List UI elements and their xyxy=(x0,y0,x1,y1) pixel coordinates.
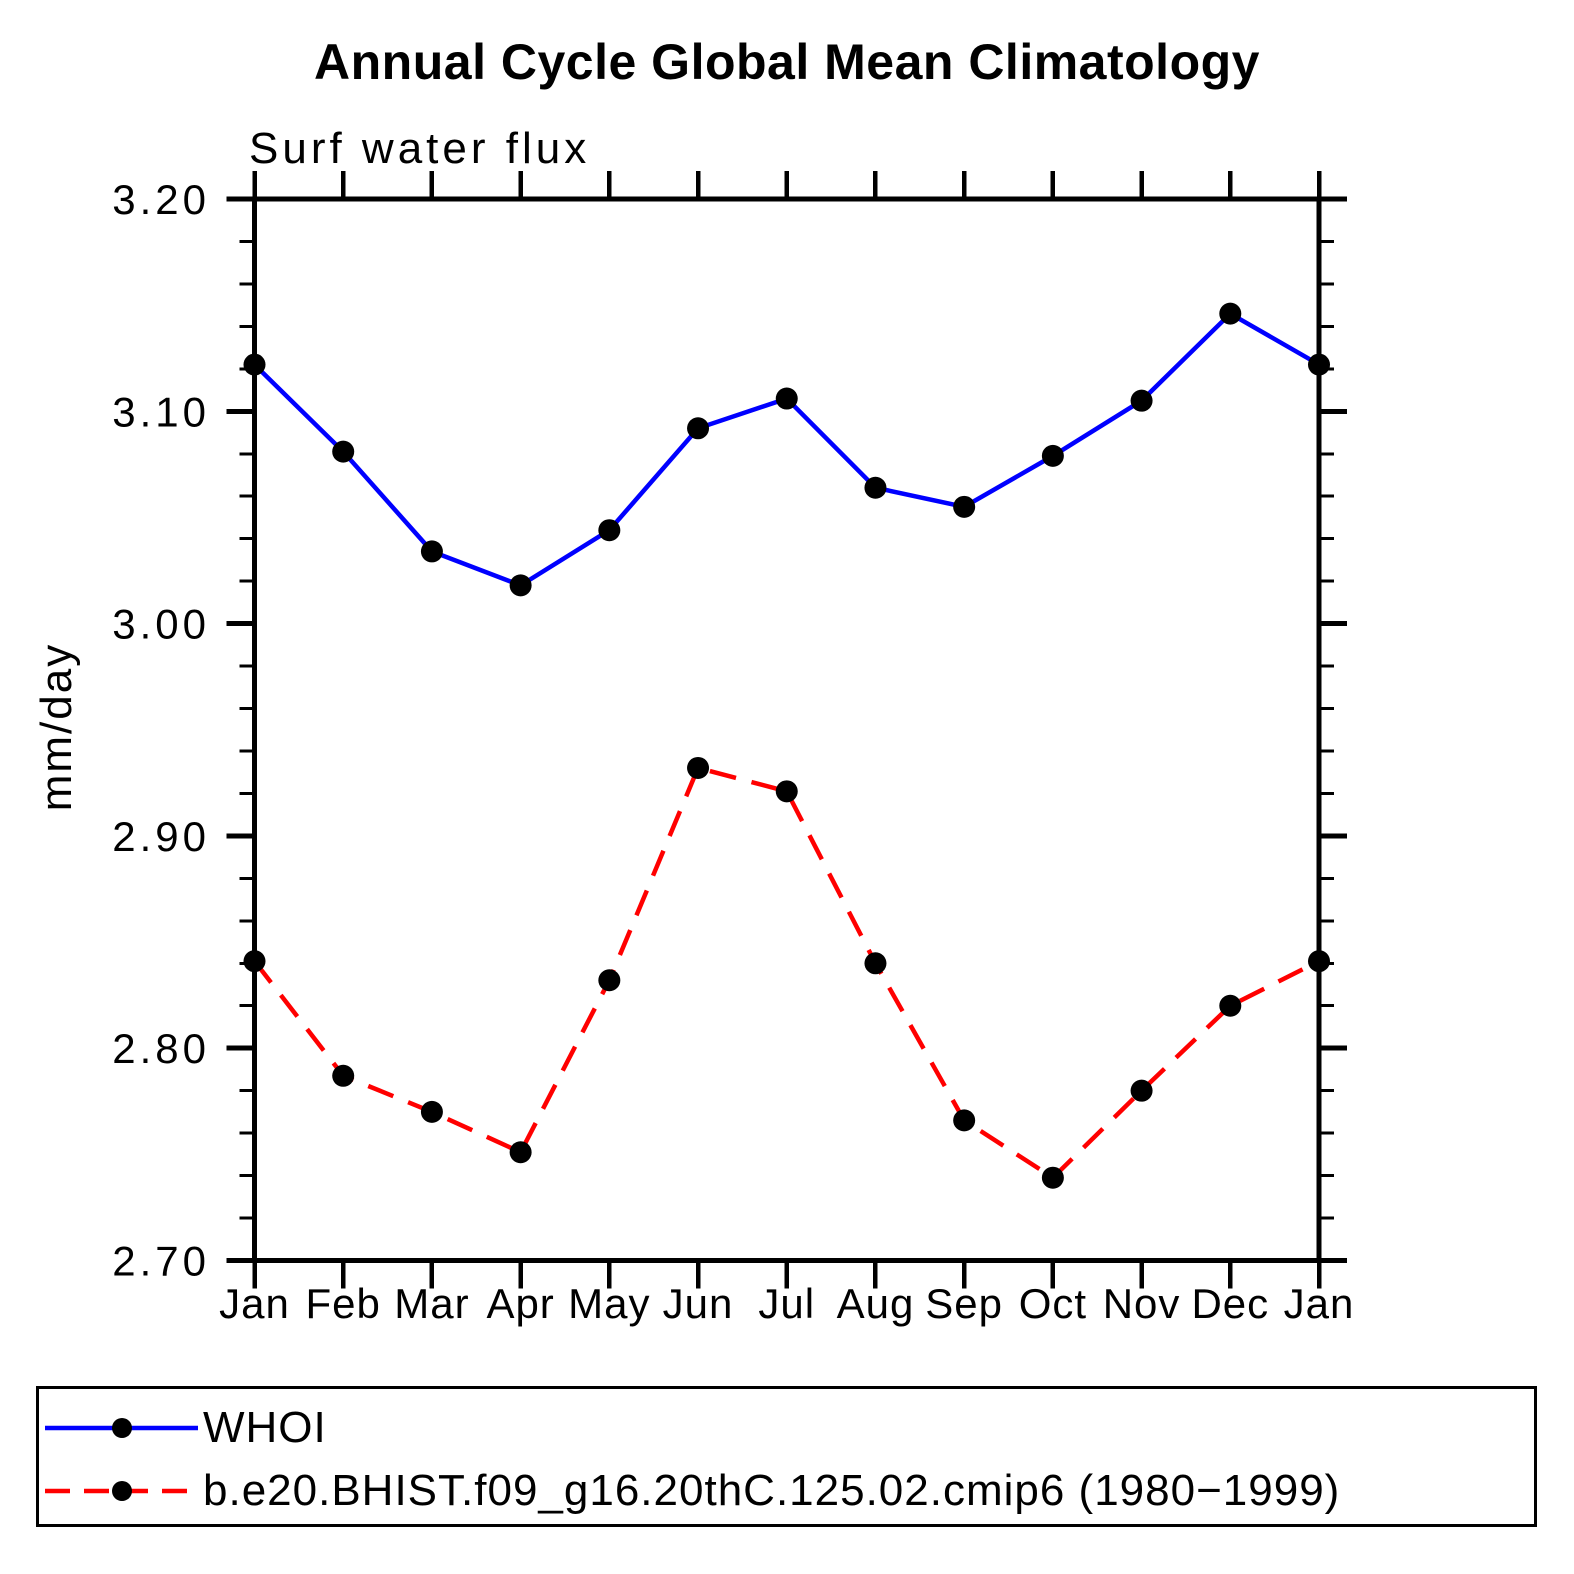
legend-marker xyxy=(112,1418,132,1438)
x-tick-label: Dec xyxy=(1191,1280,1269,1327)
data-point-marker xyxy=(687,756,710,779)
y-tick-label: 3.00 xyxy=(112,601,210,648)
x-tick-label: Jul xyxy=(758,1280,815,1327)
x-tick-label: Mar xyxy=(394,1280,469,1327)
y-tick-label: 2.70 xyxy=(112,1238,210,1285)
x-tick-label: Apr xyxy=(486,1280,554,1327)
data-point-marker xyxy=(420,1100,443,1123)
x-tick-label: Feb xyxy=(306,1280,381,1327)
data-point-marker xyxy=(687,417,710,440)
series-line-1 xyxy=(252,765,1321,1181)
y-tick-label: 3.20 xyxy=(112,176,210,223)
x-tick-label: Oct xyxy=(1019,1280,1087,1327)
data-point-marker xyxy=(864,476,887,499)
legend-item-1: b.e20.BHIST.f09_g16.20thC.125.02.cmip6 (… xyxy=(44,1463,1340,1519)
y-tick-label: 2.80 xyxy=(112,1025,210,1072)
data-point-marker xyxy=(509,1141,532,1164)
data-point-marker xyxy=(1219,994,1242,1017)
x-tick-label: Sep xyxy=(925,1280,1003,1327)
legend-marker xyxy=(112,1481,132,1501)
y-tick-label: 2.90 xyxy=(112,813,210,860)
data-point-marker xyxy=(953,495,976,518)
data-point-marker xyxy=(420,540,443,563)
data-point-marker xyxy=(509,574,532,597)
x-tick-label: Aug xyxy=(837,1280,915,1327)
legend-label: b.e20.BHIST.f09_g16.20thC.125.02.cmip6 (… xyxy=(203,1466,1341,1515)
legend-swatch xyxy=(45,1481,198,1501)
data-point-marker xyxy=(1130,1079,1153,1102)
data-point-marker xyxy=(1219,302,1242,325)
data-point-marker xyxy=(243,353,266,376)
x-tick-label: Nov xyxy=(1103,1280,1181,1327)
series-line-0 xyxy=(252,310,1321,588)
data-point-marker xyxy=(598,969,621,992)
x-tick-label: Jan xyxy=(219,1280,290,1327)
data-point-marker xyxy=(332,1064,355,1087)
data-point-marker xyxy=(1041,444,1064,467)
y-tick-label: 3.10 xyxy=(112,388,210,435)
plot-frame xyxy=(252,196,1322,1263)
data-point-marker xyxy=(775,780,798,803)
data-point-marker xyxy=(775,387,798,410)
legend-swatch xyxy=(45,1418,198,1438)
x-tick-label: May xyxy=(568,1280,650,1327)
x-tick-label: Jan xyxy=(1284,1280,1355,1327)
data-point-marker xyxy=(1308,950,1330,973)
chart-subtitle: Surf water flux xyxy=(249,124,591,173)
legend: WHOI b.e20.BHIST.f09_g16.20thC.125.02.cmi… xyxy=(36,1386,1537,1527)
data-point-marker xyxy=(953,1109,976,1132)
data-point-marker xyxy=(1130,389,1153,412)
data-point-marker xyxy=(1041,1166,1064,1189)
legend-label: WHOI xyxy=(203,1403,327,1452)
legend-item-0: WHOI xyxy=(44,1400,327,1456)
chart-title: Annual Cycle Global Mean Climatology xyxy=(314,34,1260,90)
data-point-marker xyxy=(332,440,355,463)
x-tick-label: Jun xyxy=(663,1280,734,1327)
data-point-marker xyxy=(598,519,621,542)
data-point-marker xyxy=(1308,353,1330,376)
data-point-marker xyxy=(864,952,887,975)
data-point-marker xyxy=(243,950,266,973)
